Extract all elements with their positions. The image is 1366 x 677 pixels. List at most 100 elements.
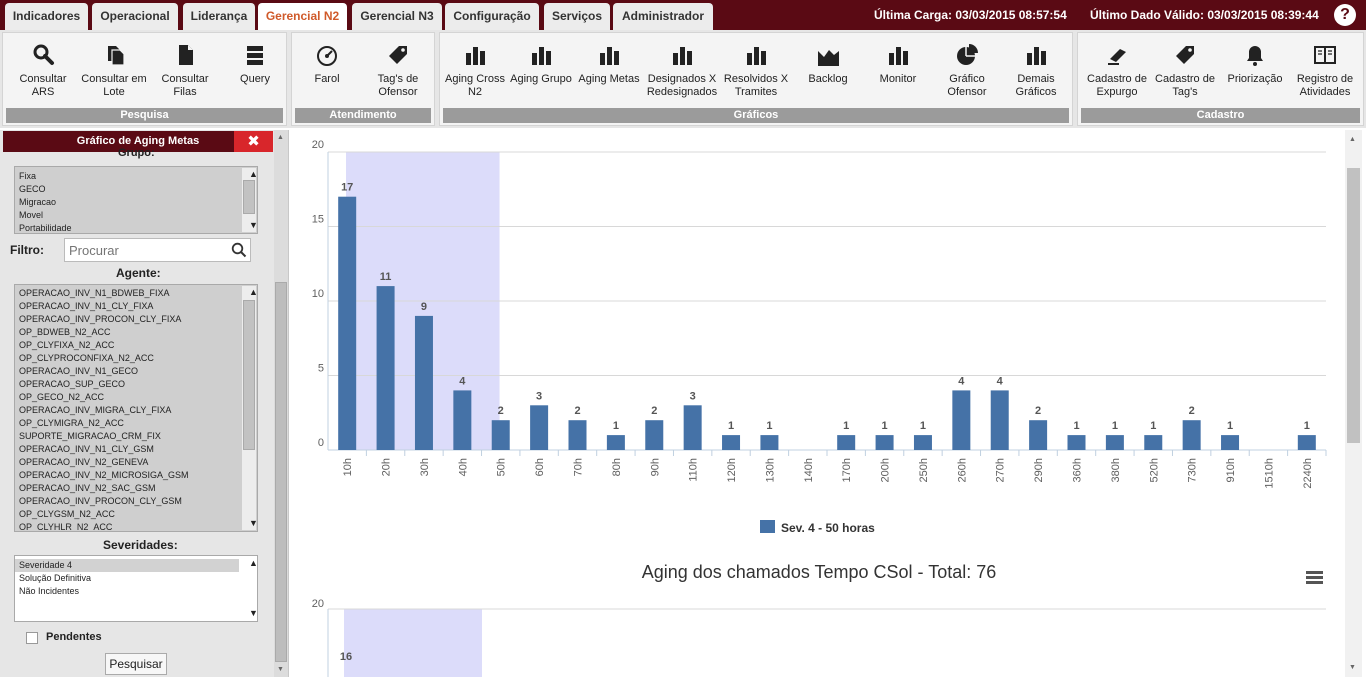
list-item[interactable]: OPERACAO_INV_PROCON_CLY_FIXA: [19, 314, 182, 324]
bar[interactable]: [645, 420, 664, 450]
ribbon-button-graficos-0[interactable]: Aging Cross N2: [443, 41, 507, 107]
list-item[interactable]: OPERACAO_INV_N1_CLY_GSM: [19, 444, 154, 454]
list-item[interactable]: OP_CLYMIGRA_N2_ACC: [19, 418, 124, 428]
bar[interactable]: [530, 405, 549, 450]
ribbon-button-cadastro-1[interactable]: Cadastro de Tag's: [1151, 41, 1219, 107]
list-item[interactable]: Severidade 4: [15, 559, 239, 572]
pendentes-checkbox[interactable]: [26, 632, 38, 644]
chart-menu-icon[interactable]: [1306, 571, 1323, 584]
bar[interactable]: [568, 420, 587, 450]
ribbon-button-graficos-1[interactable]: Aging Grupo: [509, 41, 573, 107]
list-item[interactable]: Migracao: [19, 197, 57, 207]
list-item[interactable]: Fixa: [19, 171, 37, 181]
severidades-listbox[interactable]: Severidade 4 Solução Definitiva Não Incide…: [14, 555, 258, 622]
main-scrollbar[interactable]: ▲ ▼: [1345, 130, 1362, 677]
search-icon[interactable]: [231, 242, 247, 258]
filtro-input[interactable]: [65, 239, 225, 261]
bar[interactable]: [683, 405, 702, 450]
list-item[interactable]: OPERACAO_INV_N1_CLY_FIXA: [19, 301, 154, 311]
list-item[interactable]: OPERACAO_SUP_GECO: [19, 379, 126, 389]
tab-2[interactable]: Liderança: [183, 3, 255, 30]
list-item[interactable]: OPERACAO_INV_PROCON_CLY_GSM: [19, 496, 182, 506]
ribbon-button-cadastro-3[interactable]: Registro de Atividades: [1289, 41, 1361, 107]
sidebar-scrollbar[interactable]: ▲ ▼: [274, 130, 288, 677]
list-item[interactable]: OPERACAO_INV_N2_SAC_GSM: [19, 483, 156, 493]
tab-0[interactable]: Indicadores: [5, 3, 88, 30]
ribbon-button-cadastro-2[interactable]: Priorização: [1221, 41, 1289, 107]
list-item[interactable]: OP_CLYHLR_N2_ACC: [19, 522, 113, 532]
list-item[interactable]: OP_BDWEB_N2_ACC: [19, 327, 111, 337]
grupo-scrollbar[interactable]: ▲ ▼: [242, 168, 257, 232]
list-item[interactable]: OP_GECO_N2_ACC: [19, 392, 105, 402]
bar[interactable]: [491, 420, 510, 450]
pesquisar-button[interactable]: Pesquisar: [105, 653, 167, 675]
list-item[interactable]: Não Incidentes: [19, 586, 80, 596]
ribbon-button-atendimento-1[interactable]: Tag's de Ofensor: [364, 41, 432, 107]
agente-listbox[interactable]: OPERACAO_INV_N1_BDWEB_FIXA OPERACAO_INV_N…: [14, 284, 258, 532]
bar[interactable]: [1297, 435, 1316, 450]
ribbon-button-graficos-2[interactable]: Aging Metas: [577, 41, 641, 107]
tab-4[interactable]: Gerencial N3: [352, 3, 442, 30]
list-item[interactable]: OP_CLYPROCONFIXA_N2_ACC: [19, 353, 154, 363]
help-icon[interactable]: ?: [1334, 4, 1356, 26]
agente-scrollbar[interactable]: ▲ ▼: [242, 286, 257, 530]
ribbon-button-graficos-3[interactable]: Designados X Redesignados: [646, 41, 718, 107]
tab-6[interactable]: Serviços: [544, 3, 610, 30]
bar[interactable]: [952, 390, 971, 450]
bar[interactable]: [414, 315, 433, 450]
bar[interactable]: [990, 390, 1009, 450]
bar[interactable]: [453, 390, 472, 450]
tab-7[interactable]: Administrador: [613, 3, 713, 30]
list-item[interactable]: SUPORTE_MIGRACAO_CRM_FIX: [19, 431, 161, 441]
bar[interactable]: [1221, 435, 1240, 450]
ribbon-button-label: Cadastro de Tag's: [1155, 73, 1215, 98]
list-item[interactable]: OPERACAO_INV_N1_GECO: [19, 366, 139, 376]
bar[interactable]: [875, 435, 894, 450]
tab-1[interactable]: Operacional: [92, 3, 178, 30]
list-item[interactable]: Portabilidade: [19, 223, 72, 233]
bar[interactable]: [1029, 420, 1048, 450]
legend-item[interactable]: Sev. 4 - 50 horas: [781, 521, 875, 535]
ribbon-button-graficos-8[interactable]: Demais Gráficos: [1000, 41, 1072, 107]
ribbon-button-graficos-7[interactable]: Gráfico Ofensor: [932, 41, 1002, 107]
list-item[interactable]: Movel: [19, 210, 44, 220]
filtro-search-field[interactable]: [64, 238, 251, 262]
bar[interactable]: [338, 196, 357, 450]
ribbon-button-pesquisa-0[interactable]: Consultar ARS: [13, 41, 73, 107]
list-item[interactable]: GECO: [19, 184, 46, 194]
ribbon-button-graficos-5[interactable]: Backlog: [793, 41, 863, 107]
x-tick-label: 90h: [649, 458, 661, 476]
list-item[interactable]: OPERACAO_INV_MIGRA_CLY_FIXA: [19, 405, 172, 415]
bar[interactable]: [913, 435, 932, 450]
ribbon-button-cadastro-0[interactable]: Cadastro de Expurgo: [1081, 41, 1153, 107]
filtro-label: Filtro:: [10, 243, 44, 257]
close-icon[interactable]: ✖: [234, 131, 273, 152]
bar[interactable]: [837, 435, 856, 450]
tab-5[interactable]: Configuração: [445, 3, 539, 30]
bar[interactable]: [376, 286, 395, 450]
bar[interactable]: [1182, 420, 1201, 450]
bar[interactable]: [606, 435, 625, 450]
ribbon-button-graficos-4[interactable]: Resolvidos X Tramites: [722, 41, 790, 107]
list-item[interactable]: Solução Definitiva: [19, 573, 92, 583]
ribbon-button-pesquisa-2[interactable]: Consultar Filas: [153, 41, 217, 107]
list-item[interactable]: OPERACAO_INV_N2_MICROSIGA_GSM: [19, 470, 189, 480]
bar[interactable]: [1105, 435, 1124, 450]
ribbon-button-pesquisa-3[interactable]: Query: [223, 41, 287, 107]
list-item[interactable]: OPERACAO_INV_N1_BDWEB_FIXA: [19, 288, 170, 298]
list-item[interactable]: OP_CLYGSM_N2_ACC: [19, 509, 115, 519]
ribbon-button-graficos-6[interactable]: Monitor: [863, 41, 933, 107]
grupo-listbox[interactable]: Fixa GECO Migracao Movel Portabilidade ▲ ▼: [14, 166, 258, 234]
bar[interactable]: [1144, 435, 1163, 450]
bar[interactable]: [760, 435, 779, 450]
list-item[interactable]: OPERACAO_INV_N2_GENEVA: [19, 457, 149, 467]
list-item[interactable]: OP_CLYFIXA_N2_ACC: [19, 340, 115, 350]
severidades-scrollbar[interactable]: ▲ ▼: [242, 557, 257, 620]
tab-3[interactable]: Gerencial N2: [258, 3, 347, 30]
ribbon-button-pesquisa-1[interactable]: Consultar em Lote: [81, 41, 147, 107]
group-cadastro: Cadastro Cadastro de Expurgo Cadastro de …: [1077, 32, 1364, 126]
ribbon-button-label: Farol: [314, 73, 340, 85]
bar[interactable]: [1067, 435, 1086, 450]
bar[interactable]: [722, 435, 741, 450]
ribbon-button-atendimento-0[interactable]: Farol: [298, 41, 356, 107]
